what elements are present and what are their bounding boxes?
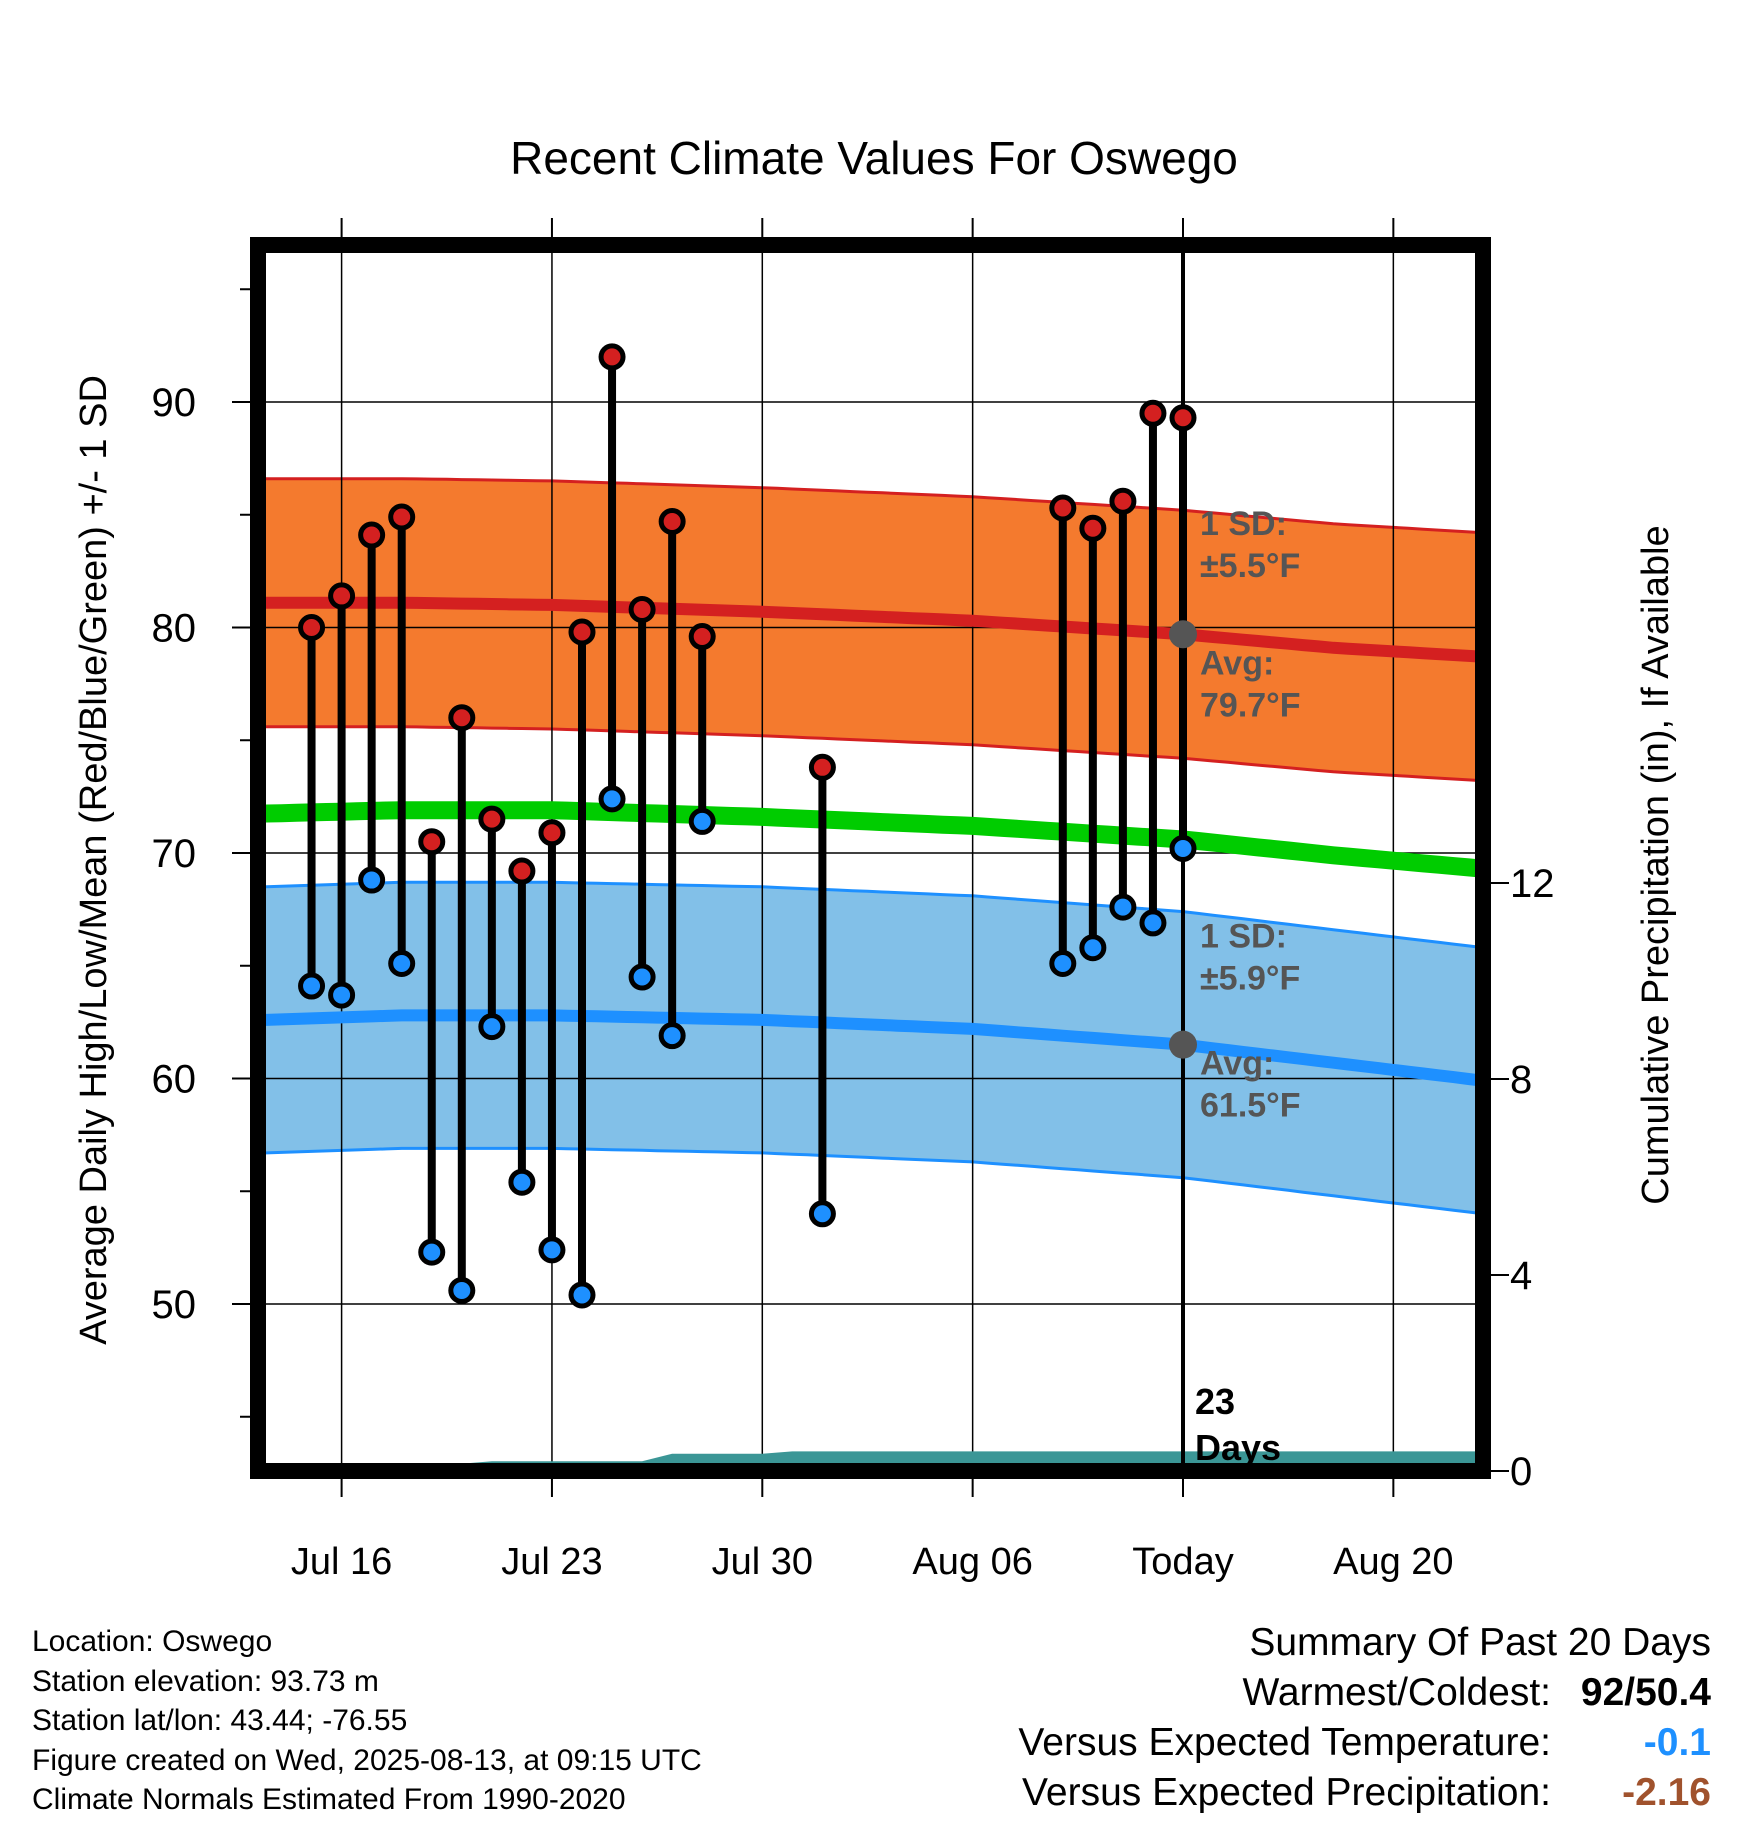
annotation-line1: 1 SD: (1200, 918, 1287, 956)
y2-tick-label: 4 (1510, 1254, 1532, 1298)
days-label: 23 (1195, 1381, 1235, 1422)
high-point (1079, 514, 1107, 542)
high-point (1049, 494, 1077, 522)
y-tick-label: 80 (152, 607, 197, 651)
plot-content: 1 SD: ±5.5°F Avg: 79.7°F 1 SD: ±5.9°F Avg: 61.5… (258, 245, 1483, 1471)
low-point (808, 1200, 836, 1228)
annotation-line2: 61.5°F (1200, 1087, 1301, 1125)
high-average-line (258, 596, 1483, 663)
low-point (1049, 949, 1077, 977)
high-sd-band (258, 478, 1483, 781)
high-point (448, 704, 476, 732)
high-point (808, 753, 836, 781)
summary-title: Summary Of Past 20 Days (1249, 1621, 1711, 1664)
precip-label: Versus Expected Precipitation: (1022, 1771, 1551, 1814)
low-point (358, 866, 386, 894)
low-point (628, 963, 656, 991)
today-low-avg-marker (1169, 1030, 1197, 1059)
annotation-line2: ±5.5°F (1200, 547, 1300, 585)
annotation-line1: Avg: (1200, 644, 1274, 682)
high-point (298, 614, 326, 641)
x-tick-label: Jul 30 (712, 1541, 813, 1583)
y2-tick-label: 12 (1510, 862, 1555, 906)
high-point (1139, 399, 1167, 427)
low-point (328, 981, 356, 1009)
latlon-text: Station lat/lon: 43.44; -76.55 (32, 1704, 408, 1737)
high-point (658, 508, 686, 536)
low-point (448, 1276, 476, 1304)
x-tick-label: Aug 20 (1333, 1541, 1453, 1583)
annotation-line1: 1 SD: (1200, 505, 1287, 543)
y-tick-label: 50 (152, 1283, 197, 1327)
high-point (328, 582, 356, 610)
x-tick-label: Jul 23 (501, 1541, 602, 1583)
annotation-line2: 79.7°F (1200, 686, 1301, 724)
annotation-line2: ±5.9°F (1200, 960, 1300, 998)
summary-row-warm-cold: Warmest/Coldest: 92/50.4 (1018, 1668, 1711, 1718)
high-point (688, 623, 716, 651)
temp-value: -0.1 (1643, 1721, 1711, 1764)
low-point (418, 1238, 446, 1266)
plot-area: 1 SD: ±5.5°F Avg: 79.7°F 1 SD: ±5.9°F Avg: 61.5… (152, 218, 1555, 1583)
warm-cold-label: Warmest/Coldest: (1242, 1671, 1551, 1714)
normals-text: Climate Normals Estimated From 1990-2020 (32, 1783, 626, 1816)
high-point (568, 618, 596, 646)
temp-label: Versus Expected Temperature: (1018, 1721, 1551, 1764)
climate-chart: Recent Climate Values For Oswego 1 SD: ±5… (73, 132, 1677, 1600)
x-tick-label: Jul 16 (291, 1541, 392, 1583)
station-info: Location: Oswego Station elevation: 93.7… (32, 1622, 702, 1820)
low-sd-band (258, 882, 1483, 1214)
x-tick-label: Aug 06 (912, 1541, 1032, 1583)
high-point (1109, 487, 1137, 515)
high-point (538, 819, 566, 847)
elevation-text: Station elevation: 93.73 m (32, 1664, 379, 1698)
high-point (1169, 404, 1197, 432)
high-sd-upper-line (258, 477, 1483, 535)
plot-frame (250, 237, 1491, 1479)
low-point (1079, 934, 1107, 962)
high-point (418, 828, 446, 856)
low-point (598, 785, 626, 813)
high-point (388, 503, 416, 531)
low-point (1139, 909, 1167, 937)
precip-value: -2.16 (1622, 1771, 1711, 1814)
low-point (1169, 834, 1197, 862)
low-point (538, 1236, 566, 1264)
x-tick-label: Today (1132, 1541, 1233, 1583)
high-point (508, 857, 536, 885)
low-point (1109, 893, 1137, 921)
y-axis-label: Average Daily High/Low/Mean (Red/Blue/Gr… (73, 375, 115, 1345)
low-point (688, 807, 716, 835)
high-point (598, 343, 626, 371)
y2-axis-label: Cumulative Precipitation (in), If Availa… (1635, 525, 1677, 1204)
high-point (358, 521, 386, 549)
low-point (388, 949, 416, 977)
warm-cold-value: 92/50.4 (1580, 1671, 1711, 1714)
days-label: Days (1195, 1427, 1281, 1468)
summary-row-precip: Versus Expected Precipitation: -2.16 (1018, 1768, 1711, 1818)
y-tick-label: 90 (152, 381, 197, 425)
high-point (628, 595, 656, 623)
y2-tick-label: 8 (1510, 1058, 1532, 1102)
summary-row-temp: Versus Expected Temperature: -0.1 (1018, 1718, 1711, 1768)
y-tick-label: 70 (152, 832, 197, 876)
created-text: Figure created on Wed, 2025-08-13, at 09… (32, 1743, 702, 1777)
low-point (508, 1168, 536, 1196)
y2-tick-label: 0 (1510, 1450, 1532, 1494)
x-axis-label: Day (840, 1595, 908, 1600)
high-sd-lower-line (258, 725, 1483, 783)
y-tick-label: 60 (152, 1058, 197, 1102)
high-point (478, 805, 506, 833)
chart-title: Recent Climate Values For Oswego (510, 132, 1238, 184)
summary-panel: Summary Of Past 20 Days Warmest/Coldest:… (1018, 1618, 1711, 1818)
annotation-line1: Avg: (1200, 1045, 1274, 1083)
low-point (298, 972, 326, 1000)
today-high-avg-marker (1169, 620, 1197, 649)
low-point (568, 1281, 596, 1309)
low-point (658, 1022, 686, 1050)
low-point (478, 1013, 506, 1041)
location-text: Location: Oswego (32, 1625, 273, 1658)
